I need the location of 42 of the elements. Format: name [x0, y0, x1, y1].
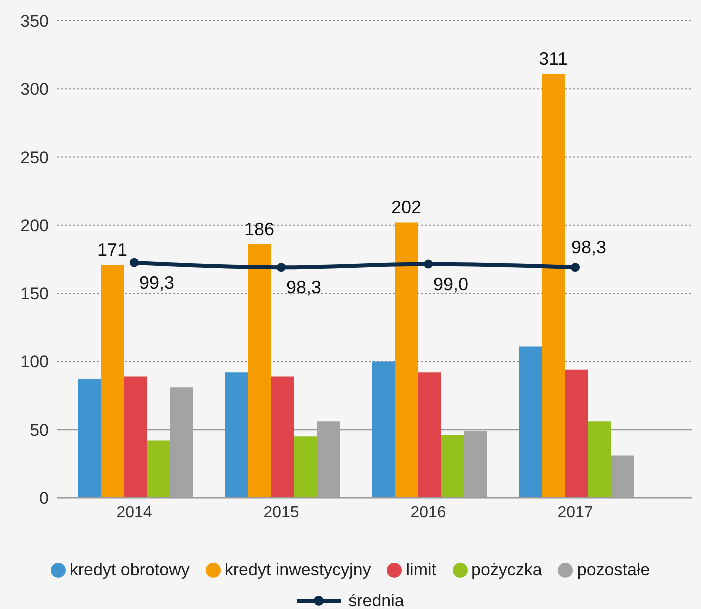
y-tick-label: 200	[20, 216, 49, 236]
x-tick-label: 2017	[558, 504, 594, 522]
data-label: 311	[539, 49, 568, 70]
legend-label: średnia	[348, 591, 404, 609]
data-label: 186	[244, 220, 275, 240]
bar	[542, 74, 565, 498]
y-tick-label: 150	[20, 284, 49, 304]
x-tick-label: 2015	[264, 504, 300, 522]
bar	[271, 376, 294, 498]
bar	[147, 440, 170, 498]
bar	[225, 372, 248, 498]
data-label: 202	[391, 198, 422, 218]
bar	[565, 370, 588, 498]
bar	[78, 379, 101, 498]
x-tick-label: 2014	[116, 504, 152, 522]
bar	[372, 362, 395, 498]
y-tick-label: 350	[20, 12, 49, 32]
x-tick-label: 2016	[410, 504, 446, 522]
legend-label: pożyczka	[472, 560, 542, 580]
legend-label: kredyt inwestycyjny	[224, 560, 372, 580]
y-tick-label: 100	[20, 352, 49, 372]
y-tick-label: 300	[20, 80, 49, 100]
data-label: 98,3	[572, 238, 607, 258]
legend-label: kredyt obrotowy	[70, 560, 190, 580]
data-label: 99,3	[140, 272, 175, 293]
bar	[588, 422, 611, 498]
legend-label: limit	[406, 560, 436, 580]
data-label: 98,3	[286, 278, 322, 298]
bar	[248, 244, 271, 498]
bar	[395, 222, 418, 498]
bar	[294, 436, 317, 498]
bar	[519, 346, 542, 498]
bar	[441, 435, 464, 498]
bar	[101, 264, 124, 498]
y-tick-label: 0	[40, 489, 49, 508]
data-label: 99,0	[434, 274, 469, 294]
legend-label: pozostałe	[577, 560, 650, 580]
bar	[124, 376, 147, 498]
y-tick-label: 250	[20, 148, 49, 168]
y-tick-label: 50	[30, 420, 49, 440]
bar	[418, 372, 441, 498]
data-label: 171	[97, 240, 128, 260]
